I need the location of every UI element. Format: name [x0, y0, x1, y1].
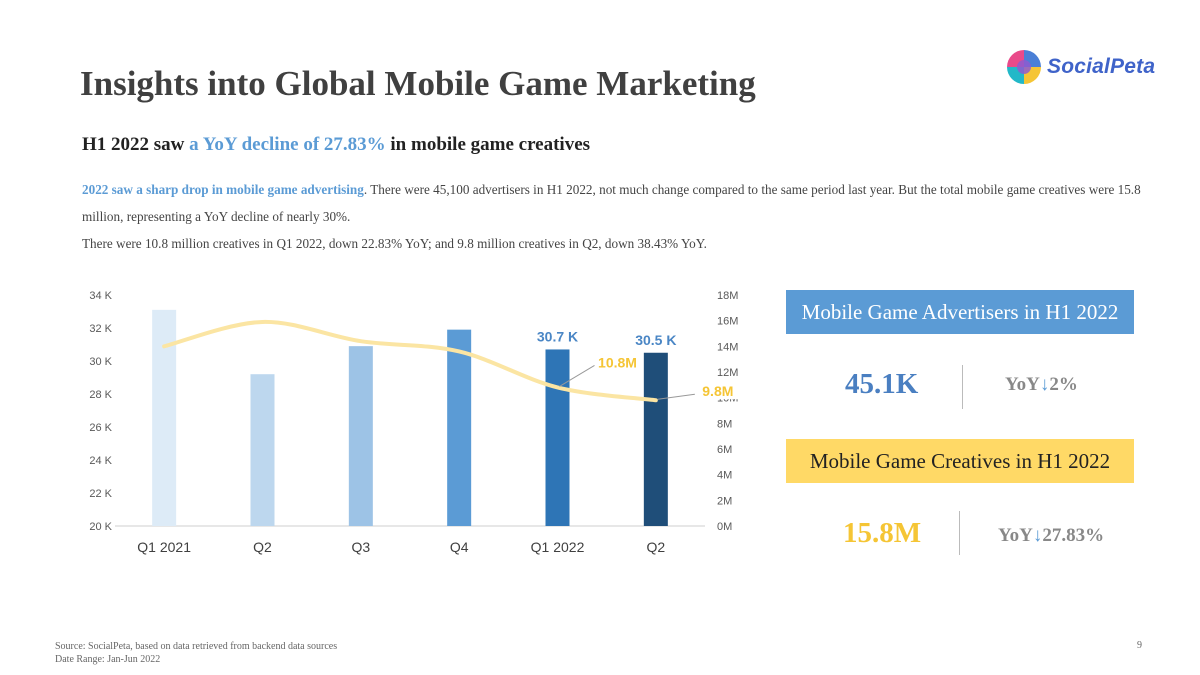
down-arrow-icon: ↓ — [1032, 525, 1043, 546]
logo-text: SocialPeta — [1047, 55, 1156, 78]
y-left-tick-label: 20 K — [89, 521, 112, 533]
y-left-tick-label: 24 K — [89, 455, 112, 467]
footer-source: Source: SocialPeta, based on data retrie… — [55, 640, 337, 666]
page-title: Insights into Global Mobile Game Marketi… — [80, 64, 756, 103]
advertisers-creatives-chart: 20 K 22 K 24 K 26 K 28 K 30 K 32 K 34 K 0M 2M 4M 6… — [89, 290, 739, 555]
bar-value-label: 30.5 K — [635, 332, 676, 348]
y-right-tick-label: 12M — [717, 367, 738, 379]
bar-value-label: 30.7 K — [537, 328, 578, 344]
line-label-leader — [657, 393, 695, 400]
y-left-tick-label: 22 K — [89, 488, 112, 500]
subtitle-highlight: a YoY decline of 27.83% — [189, 134, 386, 155]
y-left-tick-label: 28 K — [89, 389, 112, 401]
advertisers-value: 45.1K — [845, 368, 919, 400]
y-right-tick-label: 18M — [717, 290, 738, 302]
x-tick-label: Q4 — [450, 539, 469, 555]
x-tick-label: Q1 2022 — [531, 539, 585, 555]
description: 2022 saw a sharp drop in mobile game adv… — [82, 176, 1152, 257]
y-right-tick-label: 0M — [717, 521, 732, 533]
creatives-line — [162, 319, 658, 403]
bar-advertisers — [545, 349, 570, 526]
socialpeta-logo-icon — [1007, 50, 1041, 84]
y-left-tick-label: 32 K — [89, 323, 112, 335]
x-tick-label: Q2 — [646, 539, 665, 555]
advertisers-card-title: Mobile Game Advertisers in H1 2022 — [786, 290, 1134, 334]
y-left-tick-label: 26 K — [89, 422, 112, 434]
date-range-text: Date Range: Jan-Jun 2022 — [55, 654, 161, 665]
x-tick-label: Q2 — [253, 539, 272, 555]
line-value-label: 9.8M — [702, 383, 733, 399]
line-label-background — [596, 353, 639, 371]
subtitle-prefix: H1 2022 saw — [82, 134, 190, 155]
advertisers-yoy-prefix: YoY — [1005, 374, 1040, 395]
subtitle-suffix: in mobile game creatives — [385, 134, 591, 155]
x-tick-label: Q3 — [351, 539, 370, 555]
y-right-tick-label: 8M — [717, 418, 732, 430]
x-tick-label: Q1 2021 — [137, 539, 191, 555]
line-label-leader — [559, 364, 595, 387]
down-arrow-icon: ↓ — [1039, 374, 1050, 395]
socialpeta-logo: SocialPeta — [1005, 48, 1155, 86]
bar-advertisers — [348, 346, 373, 526]
y-right-tick-label: 14M — [717, 341, 738, 353]
creatives-yoy-value: 27.83% — [1042, 525, 1105, 546]
advertisers-yoy-value: 2% — [1049, 374, 1078, 395]
advertisers-yoy: YoY↓2% — [1005, 374, 1078, 396]
advertisers-divider — [962, 365, 963, 409]
line-label-background — [696, 382, 739, 400]
page-number: 9 — [1137, 640, 1142, 651]
creatives-yoy: YoY↓27.83% — [998, 525, 1104, 547]
source-text: Source: SocialPeta, based on data retrie… — [55, 641, 338, 652]
creatives-divider — [959, 511, 960, 555]
bar-advertisers — [643, 352, 668, 526]
y-right-tick-label: 2M — [717, 495, 732, 507]
subtitle: H1 2022 saw a YoY decline of 27.83% in m… — [82, 134, 590, 156]
y-right-tick-label: 16M — [717, 316, 738, 328]
line-value-label: 10.8M — [598, 354, 637, 370]
description-line2: There were 10.8 million creatives in Q1 … — [82, 236, 707, 251]
y-left-tick-label: 30 K — [89, 356, 112, 368]
bar-advertisers — [250, 374, 275, 526]
bar-advertisers — [447, 329, 472, 526]
creatives-card-title: Mobile Game Creatives in H1 2022 — [786, 439, 1134, 483]
y-right-tick-label: 4M — [717, 470, 732, 482]
y-left-tick-label: 34 K — [89, 290, 112, 302]
description-line1: . There were 45,100 advertisers in H1 20… — [82, 182, 1141, 224]
creatives-yoy-prefix: YoY — [998, 525, 1033, 546]
y-right-tick-label: 6M — [717, 444, 732, 456]
description-highlight: 2022 saw a sharp drop in mobile game adv… — [82, 182, 364, 197]
creatives-value: 15.8M — [843, 517, 922, 549]
